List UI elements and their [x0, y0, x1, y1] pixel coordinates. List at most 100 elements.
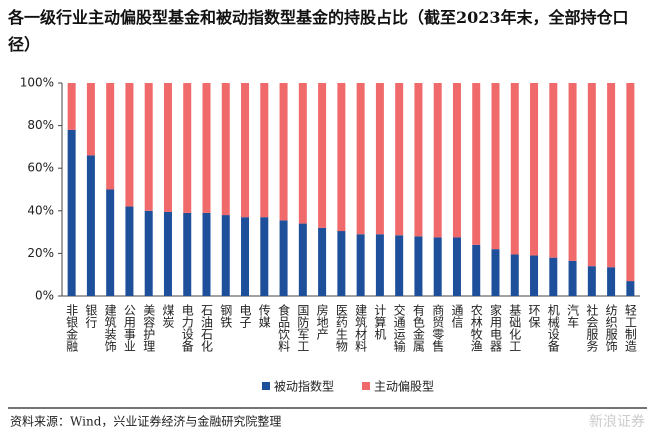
x-tick-label: 建筑材料 — [354, 304, 368, 352]
x-tick-label: 石油石化 — [200, 304, 214, 353]
bar-segment — [433, 83, 442, 238]
bar-segment — [106, 189, 115, 296]
bar-segment — [106, 83, 115, 190]
bar-segment — [202, 83, 211, 213]
bar-segment — [530, 255, 539, 296]
x-tick-label: 煤炭 — [161, 304, 175, 329]
bar-segment — [414, 83, 423, 237]
x-tick-label: 电力设备 — [180, 304, 194, 353]
x-tick-label: 轻工制造 — [623, 304, 637, 352]
x-tick-label: 机械设备 — [546, 304, 560, 353]
bar-segment — [472, 244, 481, 296]
bar-segment — [241, 83, 250, 218]
x-tick-label: 汽车 — [566, 303, 580, 329]
x-tick-label: 食品饮料 — [277, 303, 291, 352]
bar-segment — [472, 83, 481, 245]
bar-segment — [337, 231, 346, 296]
x-tick-label: 电子 — [238, 304, 252, 328]
bar-segment — [86, 155, 95, 296]
bar-segment — [67, 129, 76, 296]
bar-segment — [510, 83, 519, 255]
x-tick-label: 社会服务 — [585, 303, 599, 352]
bar-segment — [530, 83, 539, 256]
bar-segment — [337, 83, 346, 232]
watermark: 新浪证券 — [589, 414, 645, 430]
x-tick-label: 基础化工 — [508, 304, 522, 352]
bar-segment — [356, 83, 365, 235]
bar-segment — [607, 267, 616, 296]
y-tick-label: 60% — [27, 161, 54, 175]
x-tick-label: 传媒 — [257, 303, 271, 328]
bar-segment — [221, 215, 230, 296]
x-tick-label: 纺织服饰 — [604, 304, 618, 352]
bar-segment — [607, 83, 616, 268]
y-tick-label: 40% — [27, 203, 54, 217]
x-tick-label: 银行 — [84, 304, 98, 328]
bar-segment — [375, 83, 384, 235]
bar-segment — [568, 83, 577, 261]
bar-segment — [298, 223, 307, 296]
bar-segment — [491, 83, 500, 250]
bar-segment — [183, 212, 192, 296]
bar-segment — [587, 83, 596, 267]
y-tick-label: 80% — [27, 118, 54, 132]
bar-segment — [626, 281, 635, 296]
bar-segment — [183, 83, 192, 213]
bar-segment — [144, 210, 153, 296]
x-tick-label: 建筑装饰 — [103, 304, 117, 352]
bar-segment — [375, 234, 384, 296]
bar-segment — [491, 249, 500, 296]
x-tick-label: 医药生物 — [334, 304, 348, 352]
x-tick-label: 有色金属 — [411, 304, 425, 353]
x-tick-label: 商贸零售 — [431, 303, 445, 352]
bar-segment — [433, 237, 442, 296]
bar-segment — [144, 83, 153, 211]
bar-segment — [414, 236, 423, 296]
x-tick-label: 钢铁 — [219, 304, 233, 328]
bar-segment — [452, 237, 461, 296]
bar-segment — [163, 83, 172, 212]
bar-segment — [86, 83, 95, 156]
y-tick-label: 0% — [35, 289, 54, 303]
bar-segment — [318, 83, 327, 228]
bar-segment — [298, 83, 307, 224]
legend-label: 被动指数型 — [274, 379, 334, 394]
x-tick-label: 公用事业 — [122, 304, 136, 352]
bar-segment — [125, 83, 134, 207]
x-tick-label: 交通运输 — [392, 303, 406, 353]
legend-label: 主动偏股型 — [374, 379, 434, 394]
x-tick-label: 房地产 — [315, 303, 329, 341]
bar-segment — [279, 220, 288, 296]
bar-segment — [510, 254, 519, 296]
bar-segment — [452, 83, 461, 238]
bar-segment — [549, 83, 558, 258]
bar-segment — [202, 212, 211, 296]
y-tick-label: 100% — [20, 76, 54, 90]
chart-title: 各一级行业主动偏股型基金和被动指数型基金的持股占比（截至2023年末，全部持仓口… — [8, 8, 629, 54]
x-tick-label: 国防军工 — [296, 304, 310, 352]
bar-segment — [356, 234, 365, 296]
bar-segment — [125, 206, 134, 296]
source: 资料来源：Wind，兴业证券经济与金融研究院整理 — [10, 414, 281, 429]
bar-segment — [279, 83, 288, 221]
legend-swatch — [262, 382, 270, 390]
legend-swatch — [362, 382, 370, 390]
bar-segment — [395, 235, 404, 296]
x-tick-label: 计算机 — [373, 304, 387, 340]
bar-segment — [163, 211, 172, 296]
bar-segment — [241, 217, 250, 296]
bar-segment — [221, 83, 230, 216]
bar-segment — [318, 227, 327, 296]
bar-segment — [626, 83, 635, 282]
bar-segment — [549, 257, 558, 296]
x-tick-label: 环保 — [527, 304, 541, 328]
bar-segment — [568, 260, 577, 296]
x-tick-label: 美容护理 — [142, 304, 156, 352]
bar-segment — [587, 266, 596, 296]
bar-segment — [395, 83, 404, 236]
y-tick-label: 20% — [27, 246, 54, 260]
x-tick-label: 家用电器 — [489, 303, 503, 353]
bar-segment — [260, 217, 269, 296]
